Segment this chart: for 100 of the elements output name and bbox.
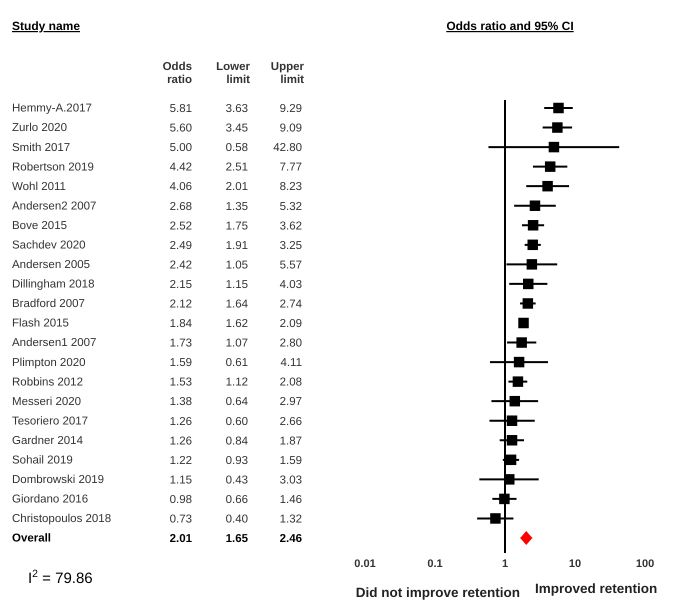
data-label: 1.87 xyxy=(280,435,302,448)
data-label: 0.43 xyxy=(226,474,248,486)
data-label: 1.15 xyxy=(226,278,248,291)
data-label: 2.15 xyxy=(170,278,192,291)
x-tick-label: 0.01 xyxy=(354,558,376,570)
text: Study name xyxy=(12,19,80,33)
category-label: Wohl 2011 xyxy=(12,180,66,193)
data-label: 1.35 xyxy=(226,200,248,213)
x-tick-label: 10 xyxy=(568,558,582,570)
data-label: 2.97 xyxy=(280,396,302,408)
data-label: 1.91 xyxy=(226,240,248,252)
category-label: Overall xyxy=(12,532,51,545)
data-label: 1.05 xyxy=(226,259,248,272)
x-tick-label: 0.1 xyxy=(427,558,443,570)
data-label: 4.11 xyxy=(280,357,302,370)
data-label: 0.84 xyxy=(226,435,249,448)
text: I$^{2}$ = 79.86 xyxy=(28,568,93,587)
category-label: Andersen 2005 xyxy=(12,259,90,272)
data-label: 7.77 xyxy=(280,162,302,174)
data-label: 5.81 xyxy=(170,103,192,116)
data-label: 4.03 xyxy=(280,278,302,291)
data-label: 5.32 xyxy=(280,200,302,213)
data-label: 1.59 xyxy=(170,357,192,370)
data-label: 1.26 xyxy=(170,435,192,448)
data-label: 1.75 xyxy=(226,220,248,232)
category-label: Messeri 2020 xyxy=(12,396,82,408)
category-label: Tesoriero 2017 xyxy=(12,415,88,428)
x-tick-label: 100 xyxy=(636,558,654,570)
text: Improved retention xyxy=(535,581,658,596)
data-label: 2.12 xyxy=(170,298,192,310)
data-label: 5.57 xyxy=(280,259,302,272)
data-label: 3.62 xyxy=(280,220,302,232)
data-label: 4.06 xyxy=(170,181,192,194)
data-label: 2.74 xyxy=(280,298,303,310)
category-label: Christopoulos 2018 xyxy=(12,513,112,526)
category-label: Flash 2015 xyxy=(12,318,69,330)
data-label: 0.93 xyxy=(226,454,248,467)
text: Lower limit xyxy=(216,61,251,86)
category-label: Zurlo 2020 xyxy=(12,122,67,134)
category-label: Dombrowski 2019 xyxy=(12,474,104,486)
category-label: Sohail 2019 xyxy=(12,454,73,466)
data-label: 1.07 xyxy=(226,338,248,350)
data-label: 2.42 xyxy=(170,259,192,272)
category-label: Plimpton 2020 xyxy=(12,356,86,369)
data-label: 2.66 xyxy=(280,416,302,428)
category-label: Bove 2015 xyxy=(12,220,67,232)
data-label: 1.15 xyxy=(170,474,192,486)
data-label: 1.84 xyxy=(170,318,193,330)
data-label: 0.64 xyxy=(226,396,249,408)
data-label: 0.66 xyxy=(226,494,248,506)
data-label: 1.64 xyxy=(226,298,249,310)
chart-title: Odds ratio and 95% CI xyxy=(446,19,574,33)
category-label: Bradford 2007 xyxy=(12,298,85,310)
category-label: Sachdev 2020 xyxy=(12,240,86,252)
data-label: 2.68 xyxy=(170,200,192,213)
data-label: 0.98 xyxy=(170,494,192,506)
data-label: 9.29 xyxy=(280,103,302,116)
category-label: Robbins 2012 xyxy=(12,376,83,388)
text: Upper limit xyxy=(270,61,305,86)
category-label: Smith 2017 xyxy=(12,142,70,154)
category-label: Giordano 2016 xyxy=(12,494,88,506)
data-label: 3.45 xyxy=(226,122,248,135)
data-label: 2.51 xyxy=(226,162,248,174)
data-label: 2.49 xyxy=(170,240,192,252)
data-label: 2.01 xyxy=(226,181,248,194)
data-label: 3.25 xyxy=(280,240,302,252)
category-label: Andersen1 2007 xyxy=(12,337,96,350)
data-label: 0.60 xyxy=(226,416,248,428)
data-label: 8.23 xyxy=(280,181,302,194)
data-label: 3.03 xyxy=(280,474,302,486)
data-label: 1.38 xyxy=(170,396,192,408)
data-label: 0.40 xyxy=(226,513,248,526)
data-label: 1.12 xyxy=(226,376,248,389)
data-label: 0.73 xyxy=(170,513,192,526)
data-label: 1.32 xyxy=(280,513,302,526)
x-tick-label: 1 xyxy=(502,558,508,570)
category-label: Andersen2 2007 xyxy=(12,200,96,212)
data-label: 2.80 xyxy=(280,338,302,350)
category-label: Dillingham 2018 xyxy=(12,278,94,291)
data-label: 2.08 xyxy=(280,376,302,389)
category-label: Robertson 2019 xyxy=(12,161,94,174)
text: Odds ratio xyxy=(162,61,192,86)
data-label: 5.60 xyxy=(170,122,192,135)
text: Did not improve retention xyxy=(356,585,520,600)
data-label: 5.00 xyxy=(170,142,192,154)
category-label: Hemmy-A.2017 xyxy=(12,102,92,115)
data-label: 2.46 xyxy=(280,533,302,546)
data-label: 1.62 xyxy=(226,318,248,330)
data-label: 2.01 xyxy=(170,533,193,546)
data-label: 4.42 xyxy=(170,162,192,174)
data-label: 1.46 xyxy=(280,494,302,506)
category-label: Gardner 2014 xyxy=(12,434,84,447)
data-label: 2.09 xyxy=(280,318,302,330)
data-label: 9.09 xyxy=(280,122,302,135)
data-label: 1.22 xyxy=(170,454,192,467)
data-label: 2.52 xyxy=(170,220,192,232)
data-label: 1.59 xyxy=(280,454,302,467)
data-label: 1.65 xyxy=(226,533,249,546)
data-label: 3.63 xyxy=(226,103,248,116)
data-label: 0.61 xyxy=(226,357,248,370)
